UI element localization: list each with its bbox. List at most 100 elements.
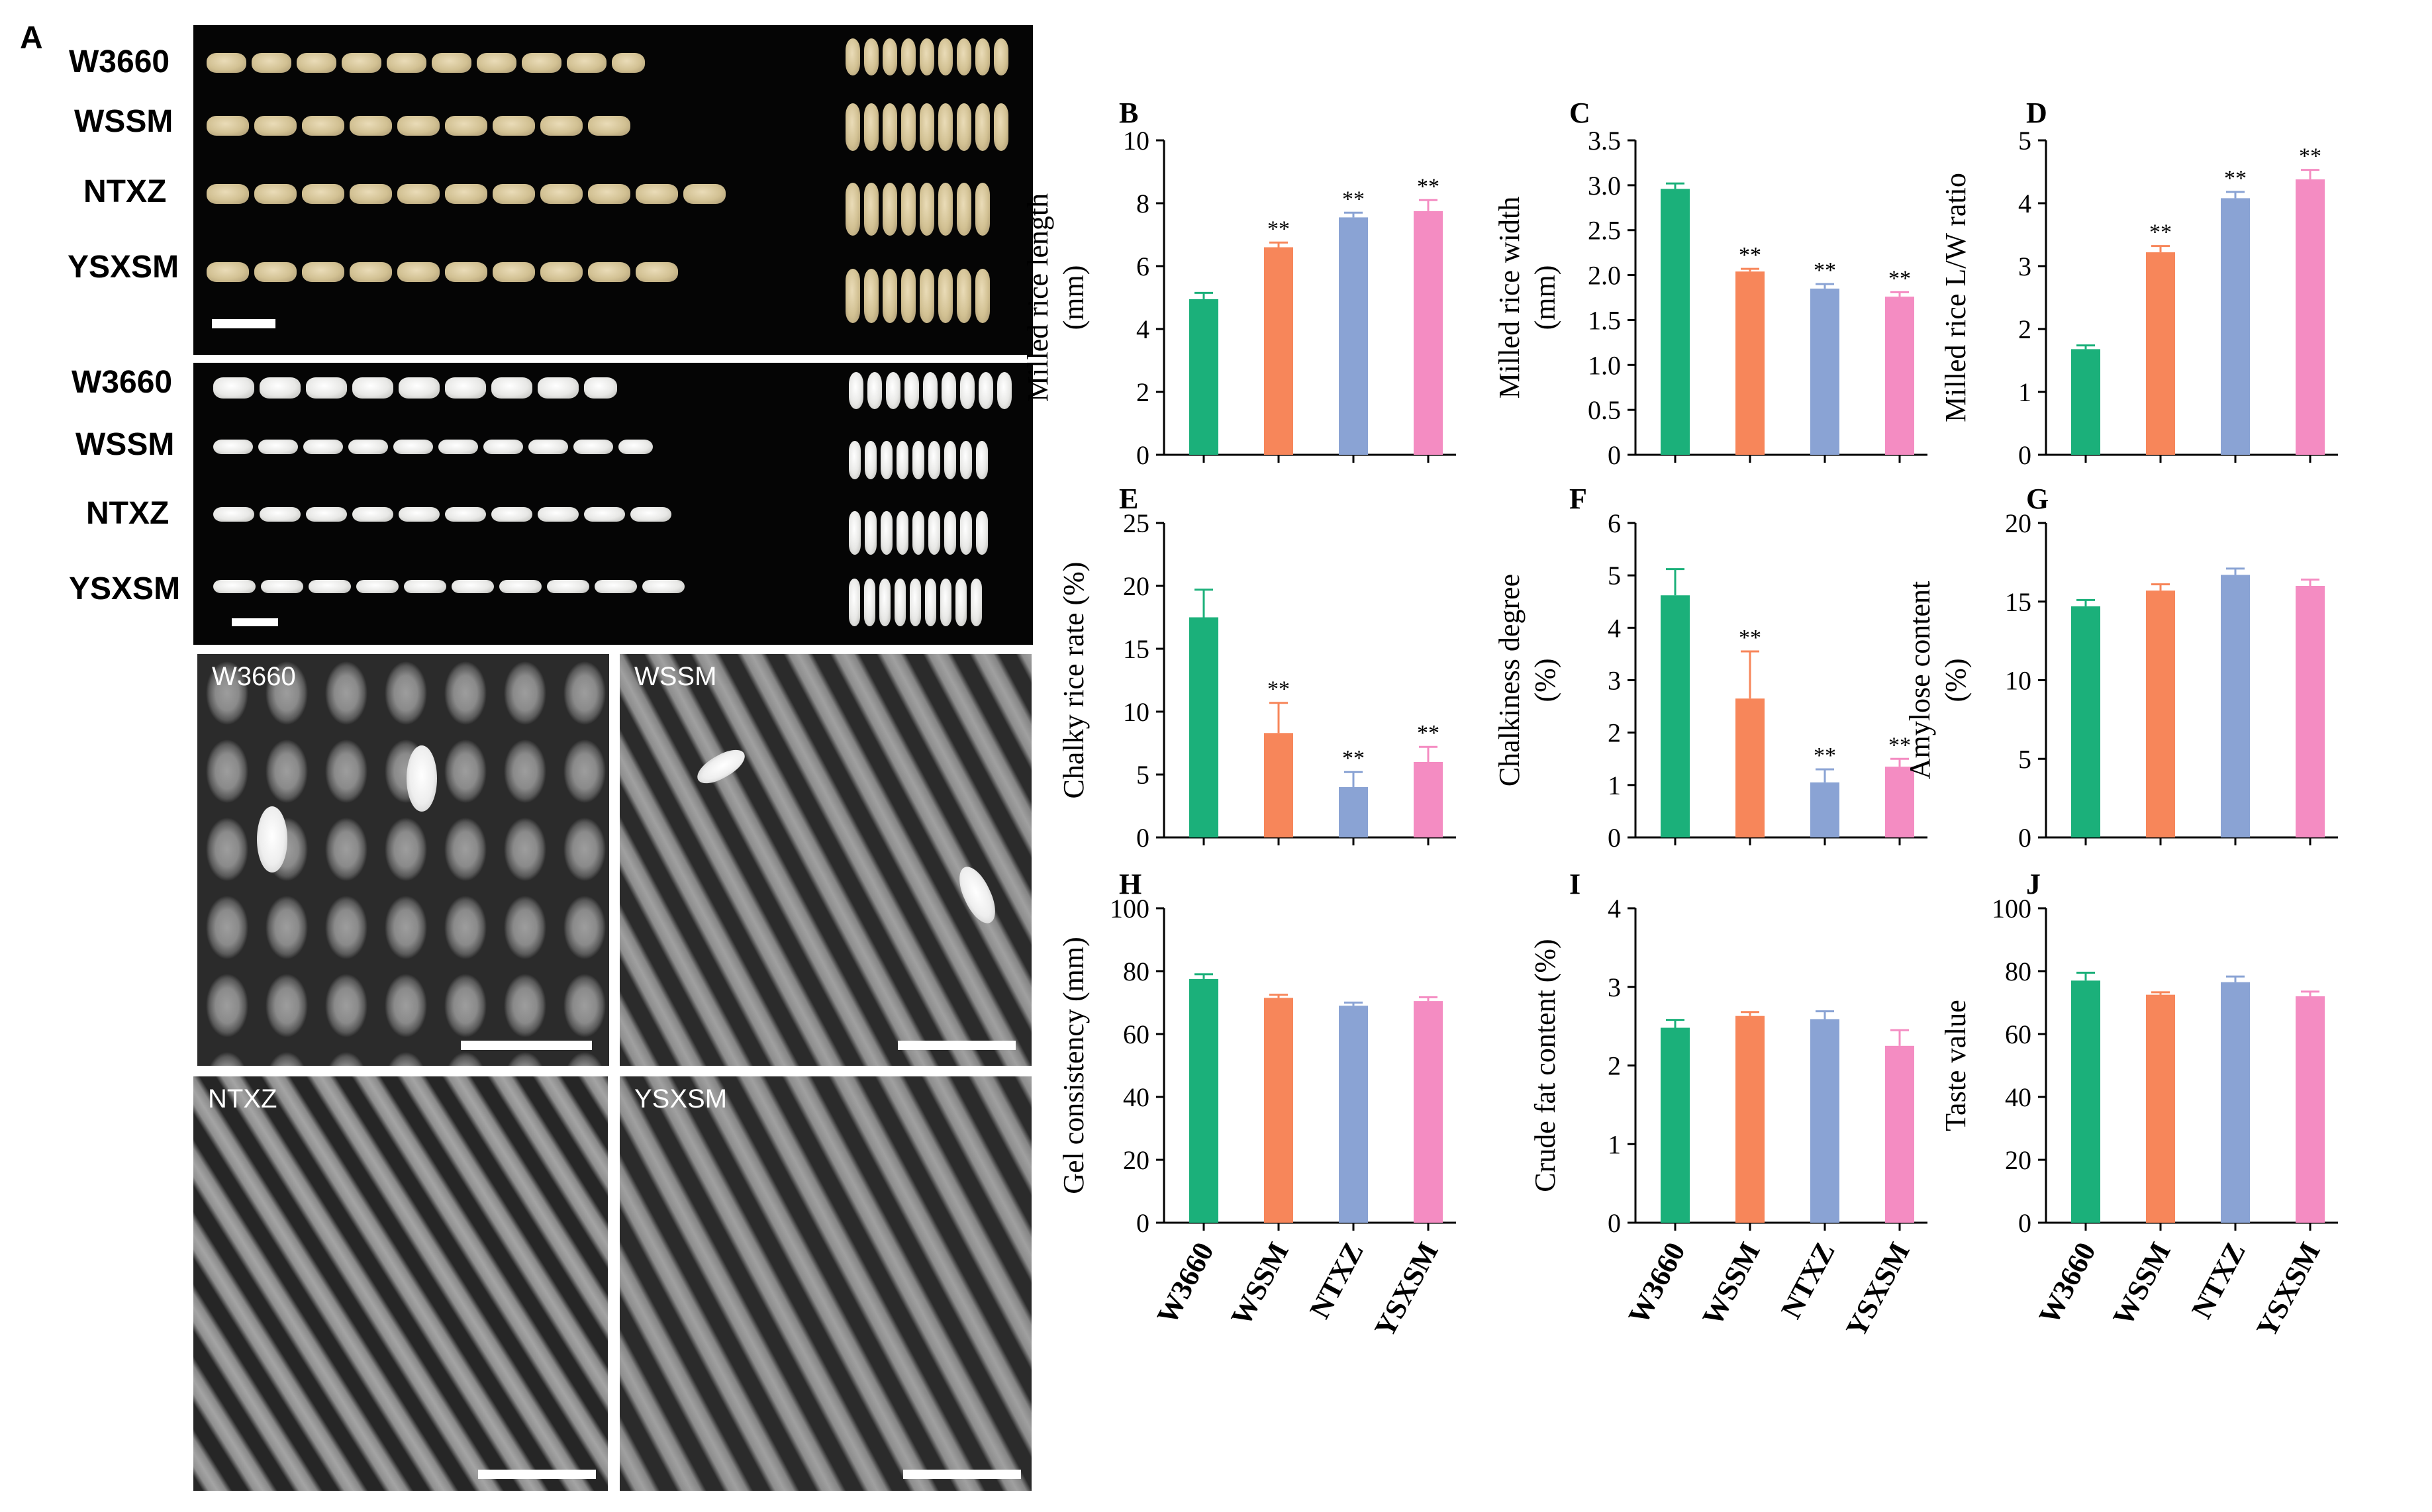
- brown-grain-row-ysxsm: [207, 262, 678, 282]
- y-tick-label: 2.5: [1588, 216, 1621, 246]
- x-tick-label: YSXSM: [2250, 1237, 2327, 1343]
- milled-grain-row-ntxz: [213, 507, 671, 522]
- micrograph-label-ysxsm: YSXSM: [634, 1084, 728, 1113]
- significance-label: **: [2224, 166, 2247, 191]
- y-axis-label: Taste value: [1939, 1000, 1972, 1131]
- milled-stack-wssm: [849, 441, 988, 479]
- x-tick-label: YSXSM: [1368, 1237, 1445, 1343]
- significance-label: **: [1342, 746, 1365, 771]
- bar-ntxz: [2221, 575, 2250, 837]
- bar-ysxsm: [1414, 762, 1443, 837]
- brown-row-label-3: NTXZ: [83, 174, 167, 209]
- chart-i: I 0 1 2 3 4 Crude fat content (%) W3660 WSSM NTXZ…: [1529, 868, 1927, 1343]
- milled-row-label-3: NTXZ: [86, 496, 170, 531]
- significance-label: **: [2149, 220, 2172, 245]
- bar-ntxz: [2221, 198, 2250, 455]
- milled-row-label-4: YSXSM: [69, 571, 181, 606]
- y-tick-label: 80: [2005, 957, 2031, 986]
- y-axis-label: (mm): [1057, 265, 1090, 330]
- y-tick-label: 4: [1608, 894, 1621, 923]
- milled-row-label-2: WSSM: [75, 427, 175, 462]
- significance-label: **: [1417, 174, 1439, 199]
- chart-b: B 0 2 4 6 8 10 Milled rice length (mm) ** ** **: [1022, 97, 1456, 470]
- y-tick-label: 40: [2005, 1082, 2031, 1112]
- y-tick-label: 3.5: [1588, 126, 1621, 156]
- milled-stack-ntxz: [849, 511, 988, 555]
- y-tick-label: 10: [1123, 126, 1149, 156]
- y-axis-label: Gel consistency (mm): [1057, 937, 1090, 1194]
- micrograph-wssm: WSSM: [620, 654, 1032, 1066]
- y-axis-label: (%): [1939, 659, 1972, 702]
- panel-label: D: [2026, 97, 2047, 129]
- bar-ysxsm: [2296, 586, 2325, 837]
- bar-w3660: [1189, 978, 1218, 1223]
- panel-label: H: [1119, 868, 1142, 900]
- bar-wssm: [1264, 247, 1293, 455]
- micrograph-scale-bar: [478, 1470, 596, 1479]
- chart-j: J 0 20 40 60 80 100 Taste value W3660 WSSM NTXZYSX…: [1939, 868, 2338, 1343]
- y-tick-label: 3.0: [1588, 171, 1621, 201]
- brown-rice-photo: [193, 25, 1033, 355]
- bar-w3660: [2071, 980, 2100, 1223]
- y-tick-label: 3: [1608, 666, 1621, 696]
- chart-g: G 0 5 10 15 20 Amylose content (%): [1904, 483, 2338, 853]
- y-tick-label: 5: [1136, 760, 1149, 790]
- brown-row-label-2: WSSM: [74, 104, 173, 139]
- bar-ysxsm: [1885, 297, 1914, 455]
- x-tick-label: WSSM: [1224, 1237, 1294, 1331]
- y-tick-label: 20: [2005, 508, 2031, 538]
- panel-a-label: A: [20, 21, 43, 56]
- chart-h: H 0 20 40 60 80 100 Gel consistency (mm) W3660 WS…: [1057, 868, 1456, 1343]
- micrograph-scale-bar: [903, 1470, 1021, 1479]
- panel-label: F: [1569, 483, 1587, 515]
- significance-label: **: [1267, 216, 1290, 241]
- y-tick-label: 40: [1123, 1082, 1149, 1112]
- bar-wssm: [1735, 271, 1765, 455]
- y-tick-label: 0: [2018, 1208, 2031, 1238]
- panel-label: I: [1569, 868, 1581, 900]
- x-tick-label: W3660: [1151, 1237, 1220, 1330]
- significance-label: **: [1888, 733, 1911, 757]
- y-axis-label: Chalkiness degree: [1493, 574, 1526, 786]
- y-axis-label: (mm): [1529, 265, 1561, 330]
- y-axis-label: Crude fat content (%): [1529, 939, 1561, 1192]
- bar-ysxsm: [1414, 211, 1443, 455]
- panel-label: B: [1119, 97, 1138, 129]
- brown-grain-row-wssm: [207, 116, 630, 136]
- significance-label: **: [1814, 258, 1836, 283]
- y-tick-label: 5: [1608, 561, 1621, 591]
- bar-wssm: [2146, 994, 2175, 1223]
- y-tick-label: 0: [1136, 440, 1149, 470]
- x-tick-label: NTXZ: [1775, 1237, 1841, 1324]
- y-tick-label: 8: [1136, 189, 1149, 218]
- bar-w3660: [1661, 1027, 1690, 1223]
- y-tick-label: 2: [1608, 1051, 1621, 1081]
- bar-wssm: [1264, 998, 1293, 1223]
- bar-ntxz: [2221, 982, 2250, 1223]
- y-tick-label: 3: [1608, 972, 1621, 1002]
- significance-label: **: [1342, 187, 1365, 211]
- bar-ntxz: [1339, 217, 1368, 455]
- brown-stack-wssm: [846, 103, 1008, 151]
- milled-scale-bar: [232, 618, 278, 626]
- y-tick-label: 1: [1608, 1129, 1621, 1159]
- y-tick-label: 1.0: [1588, 350, 1621, 380]
- micrograph-label-w3660: W3660: [212, 662, 296, 691]
- milled-grain-row-ysxsm: [213, 580, 685, 593]
- y-axis-label: Milled rice length: [1022, 193, 1054, 402]
- significance-label: **: [1267, 677, 1290, 702]
- y-tick-label: 60: [1123, 1019, 1149, 1049]
- y-tick-label: 1.5: [1588, 305, 1621, 335]
- chart-c: C 0 0.5 1.0 1.5 2.0 2.5 3.0 3.5 Milled rice width…: [1493, 97, 1927, 470]
- y-tick-label: 15: [1123, 634, 1149, 664]
- significance-label: **: [1814, 743, 1836, 768]
- y-tick-label: 1: [1608, 771, 1621, 800]
- panel-label: C: [1569, 97, 1590, 129]
- y-tick-label: 0: [1136, 823, 1149, 853]
- y-tick-label: 0: [1608, 1208, 1621, 1238]
- y-tick-label: 5: [2018, 126, 2031, 156]
- milled-row-label-1: W3660: [72, 365, 173, 400]
- bar-w3660: [1189, 299, 1218, 455]
- micrograph-scale-bar: [898, 1041, 1016, 1050]
